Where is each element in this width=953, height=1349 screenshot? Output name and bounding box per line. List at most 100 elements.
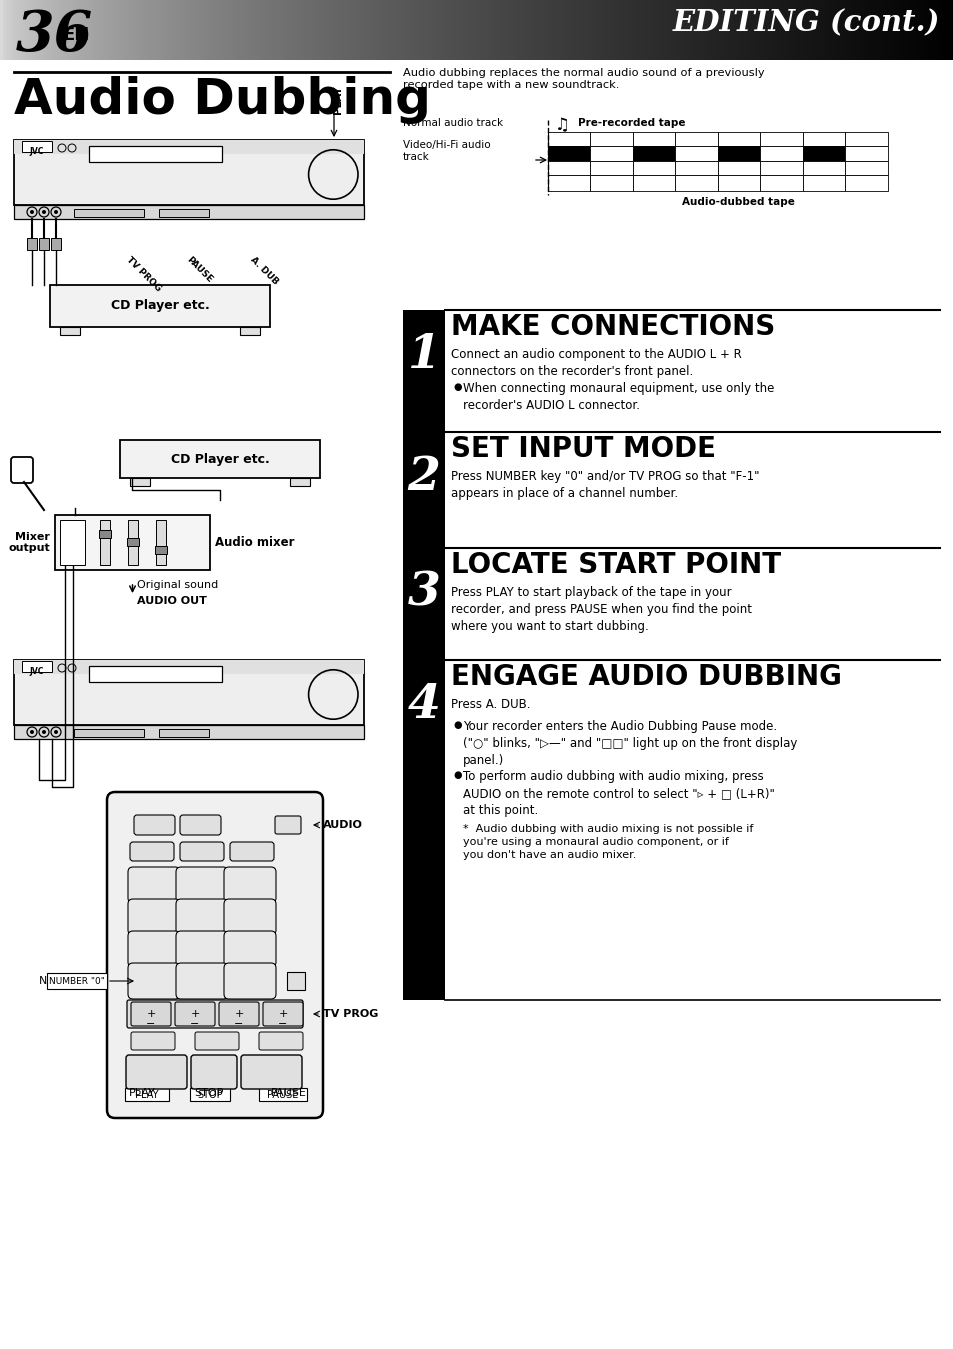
- Bar: [802, 161, 844, 175]
- Circle shape: [30, 730, 34, 734]
- Bar: [636, 0, 639, 59]
- Bar: [775, 0, 780, 59]
- Bar: [841, 0, 846, 59]
- Bar: [267, 0, 271, 59]
- Text: AUDIO: AUDIO: [323, 820, 362, 830]
- Bar: [844, 161, 887, 175]
- Bar: [760, 0, 763, 59]
- Bar: [721, 0, 725, 59]
- Bar: [578, 0, 582, 59]
- Bar: [610, 0, 614, 59]
- Bar: [45, 0, 49, 59]
- Bar: [117, 0, 122, 59]
- Bar: [883, 0, 887, 59]
- Bar: [178, 0, 182, 59]
- Bar: [546, 0, 551, 59]
- Bar: [734, 0, 738, 59]
- Bar: [705, 0, 709, 59]
- Bar: [125, 1089, 169, 1101]
- Bar: [350, 0, 354, 59]
- Bar: [402, 432, 444, 548]
- Bar: [870, 0, 875, 59]
- Bar: [598, 0, 601, 59]
- Bar: [295, 0, 299, 59]
- FancyBboxPatch shape: [224, 867, 275, 902]
- Bar: [505, 0, 509, 59]
- Bar: [896, 0, 900, 59]
- Bar: [572, 0, 576, 59]
- Text: −: −: [234, 1018, 243, 1029]
- Bar: [10, 0, 13, 59]
- Bar: [238, 0, 242, 59]
- Text: Audio Dubbing: Audio Dubbing: [14, 76, 431, 124]
- Bar: [696, 0, 700, 59]
- Bar: [403, 0, 408, 59]
- Bar: [537, 0, 541, 59]
- Bar: [16, 0, 20, 59]
- Bar: [48, 0, 51, 59]
- Text: Audio-dubbed tape: Audio-dubbed tape: [680, 197, 794, 206]
- Bar: [718, 161, 760, 175]
- Bar: [474, 0, 477, 59]
- Bar: [575, 0, 579, 59]
- Bar: [308, 0, 313, 59]
- Text: TV PROG: TV PROG: [125, 255, 163, 293]
- Bar: [861, 0, 865, 59]
- Bar: [31, 0, 36, 59]
- Bar: [845, 0, 849, 59]
- Bar: [584, 0, 589, 59]
- Bar: [54, 0, 58, 59]
- Bar: [633, 161, 675, 175]
- Bar: [715, 0, 719, 59]
- Bar: [493, 0, 497, 59]
- Bar: [515, 0, 518, 59]
- Bar: [496, 0, 499, 59]
- Text: Original sound: Original sound: [137, 580, 218, 590]
- Bar: [880, 0, 884, 59]
- Text: A. DUB: A. DUB: [248, 255, 279, 286]
- Bar: [174, 0, 179, 59]
- Text: JVC: JVC: [30, 147, 44, 156]
- Bar: [331, 0, 335, 59]
- Text: 1: 1: [407, 332, 440, 378]
- Bar: [432, 0, 436, 59]
- Bar: [359, 0, 363, 59]
- Text: STOP: STOP: [193, 1089, 223, 1098]
- Bar: [844, 132, 887, 146]
- FancyBboxPatch shape: [131, 1032, 174, 1050]
- Bar: [0, 0, 4, 59]
- Bar: [51, 0, 55, 59]
- Bar: [915, 0, 919, 59]
- Bar: [531, 0, 535, 59]
- Bar: [402, 310, 444, 432]
- Text: PLAY: PLAY: [129, 1089, 155, 1098]
- Bar: [645, 0, 649, 59]
- Bar: [334, 0, 337, 59]
- Text: +: +: [278, 1009, 288, 1018]
- Bar: [222, 0, 227, 59]
- Bar: [336, 0, 341, 59]
- Bar: [150, 0, 153, 59]
- Bar: [889, 0, 894, 59]
- Bar: [169, 0, 172, 59]
- Bar: [229, 0, 233, 59]
- Text: SET INPUT MODE: SET INPUT MODE: [451, 434, 716, 463]
- Bar: [14, 205, 364, 219]
- Bar: [550, 0, 554, 59]
- FancyBboxPatch shape: [194, 1032, 239, 1050]
- Bar: [283, 0, 287, 59]
- Bar: [55, 515, 210, 571]
- Bar: [38, 0, 42, 59]
- Bar: [502, 0, 506, 59]
- Text: Audio mixer: Audio mixer: [214, 536, 294, 549]
- Bar: [794, 0, 799, 59]
- Bar: [210, 0, 213, 59]
- Text: TV PROG: TV PROG: [323, 1009, 378, 1018]
- Bar: [718, 146, 760, 161]
- Bar: [674, 0, 678, 59]
- Bar: [26, 0, 30, 59]
- Bar: [438, 0, 442, 59]
- Bar: [317, 0, 322, 59]
- Bar: [92, 0, 96, 59]
- Text: ♫: ♫: [555, 116, 569, 134]
